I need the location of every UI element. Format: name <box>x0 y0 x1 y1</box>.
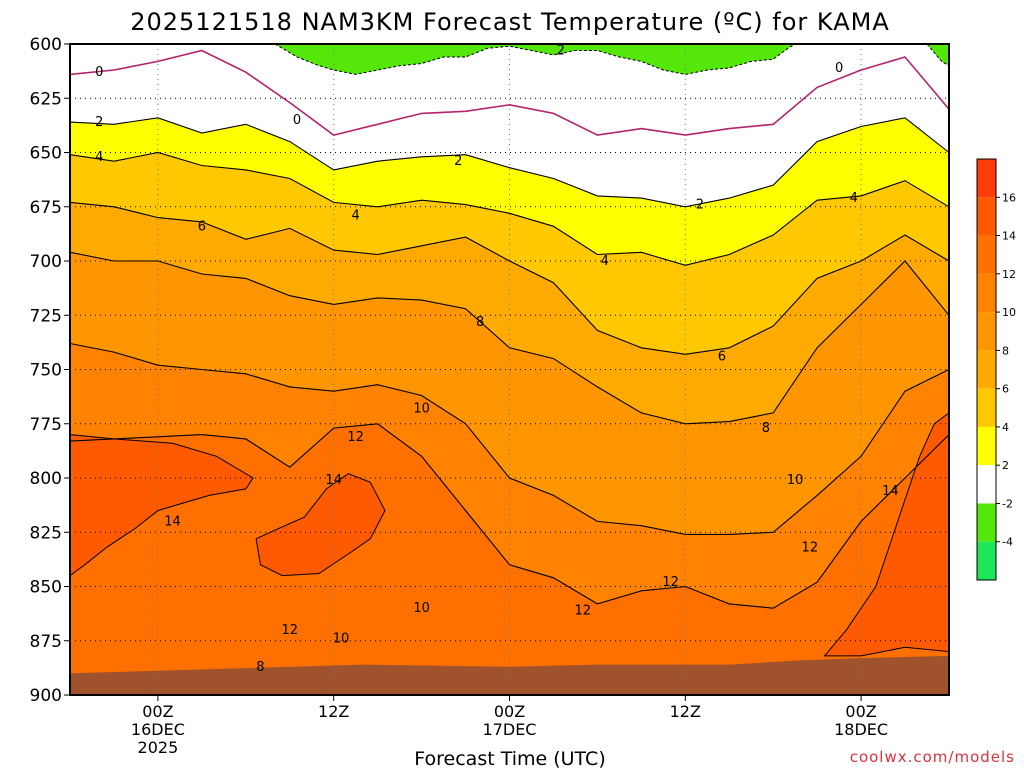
y-tick-label: 875 <box>30 632 62 652</box>
x-tick-label: 00Z <box>142 702 173 721</box>
colorbar-label: 14 <box>1002 230 1016 243</box>
contour-label: 14 <box>164 514 181 529</box>
x-tick-label: 18DEC <box>834 720 888 739</box>
contour-label: 2 <box>557 44 565 59</box>
x-axis-label: Forecast Time (UTC) <box>414 748 605 768</box>
warm-core-0 <box>69 434 254 577</box>
contour-label: 14 <box>325 473 342 488</box>
colorbar: 16 14 12 10 8 6 4 2 -2 -4 <box>976 158 1016 581</box>
x-tick-label: 00Z <box>494 702 525 721</box>
colorbar-swatch <box>977 350 996 389</box>
contour-label: 10 <box>333 632 350 647</box>
colorbar-swatch <box>977 426 996 466</box>
contour-label: 12 <box>662 575 679 590</box>
colorbar-label: 4 <box>1002 421 1009 434</box>
contour-lines <box>69 49 950 609</box>
contour-label: 2 <box>95 115 103 130</box>
y-tick-label: 600 <box>30 35 62 55</box>
contour-label: 10 <box>787 473 804 488</box>
warm-core-1 <box>255 473 386 577</box>
colorbar-swatch <box>977 503 996 542</box>
warm-core-2 <box>823 411 950 657</box>
colorbar-frame <box>976 158 997 581</box>
colorbar-label: 10 <box>1002 306 1016 319</box>
x-tick-label: 00Z <box>845 702 876 721</box>
y-tick-label: 700 <box>30 252 62 272</box>
colorbar-swatch <box>977 388 996 427</box>
contour-label: 12 <box>281 623 298 638</box>
contour-label: 4 <box>850 191 858 206</box>
contour-label: 0 <box>95 65 103 80</box>
chart-title: 2025121518 NAM3KM Forecast Temperature (… <box>130 8 890 36</box>
contour-line-10 <box>69 342 950 535</box>
y-tick-label: 900 <box>30 686 62 706</box>
contour-label: 4 <box>601 254 609 269</box>
surface-terrain <box>70 655 949 695</box>
colorbar-label: -4 <box>1002 536 1013 549</box>
colorbar-label: 6 <box>1002 383 1009 396</box>
contour-label: 8 <box>256 660 264 675</box>
colorbar-swatch <box>977 197 996 236</box>
contour-label: 10 <box>413 402 430 417</box>
colorbar-swatch <box>977 541 996 580</box>
contour-line-4 <box>69 151 950 266</box>
colorbar-label: 8 <box>1002 344 1009 357</box>
contour-line-8 <box>69 251 950 425</box>
y-tick-label: 850 <box>30 578 62 598</box>
y-tick-label: 775 <box>30 415 62 435</box>
plot-area <box>69 43 950 695</box>
y-axis: 600 625 650 675 700 725 750 775 800 825 850 875 900 <box>30 35 70 706</box>
colorbar-swatch <box>977 159 996 198</box>
contour-label: 8 <box>476 315 484 330</box>
x-tick-label: 12Z <box>670 702 701 721</box>
colorbar-label: 12 <box>1002 268 1016 281</box>
colorbar-swatch <box>977 312 996 351</box>
colorbar-swatch <box>977 465 996 504</box>
contour-labels: 0 0 0 2 2 2 2 4 4 4 4 6 6 8 8 8 10 10 10 10 12 12 12 12 12 14 14 14 <box>95 44 899 675</box>
contour-line-0 <box>69 49 950 136</box>
credit-text: coolwx.com/models <box>850 748 1015 766</box>
y-tick-label: 750 <box>30 361 62 381</box>
contour-label: 14 <box>882 484 899 499</box>
contour-label: 2 <box>454 154 462 169</box>
contour-label: 2 <box>696 198 704 213</box>
y-tick-label: 625 <box>30 89 62 109</box>
cold-region-top <box>273 43 798 75</box>
contour-label: 12 <box>802 540 819 555</box>
contour-label: 4 <box>95 150 103 165</box>
colorbar-swatch <box>977 235 996 274</box>
contour-label: 6 <box>198 219 206 234</box>
colorbar-swatch <box>977 273 996 313</box>
colorbar-label: -2 <box>1002 497 1013 510</box>
colorbar-label: 2 <box>1002 459 1009 472</box>
contour-line-2 <box>69 117 950 208</box>
contour-label: 12 <box>347 430 364 445</box>
x-tick-label: 2025 <box>138 738 179 757</box>
x-tick-label: 16DEC <box>131 720 185 739</box>
y-tick-label: 650 <box>30 144 62 164</box>
y-tick-label: 800 <box>30 469 62 489</box>
y-tick-label: 825 <box>30 523 62 543</box>
y-tick-label: 675 <box>30 198 62 218</box>
contour-label: 10 <box>413 601 430 616</box>
x-tick-label: 12Z <box>318 702 349 721</box>
contour-label: 6 <box>718 349 726 364</box>
contour-label: 0 <box>835 61 843 76</box>
contour-line-6 <box>69 201 950 355</box>
y-tick-label: 725 <box>30 306 62 326</box>
gridlines <box>70 44 949 695</box>
contour-label: 0 <box>293 113 301 128</box>
contour-label: 12 <box>574 603 591 618</box>
contour-line-12 <box>69 423 950 609</box>
colorbar-label: 16 <box>1002 191 1016 204</box>
x-tick-label: 17DEC <box>483 720 537 739</box>
contour-label: 4 <box>352 208 360 223</box>
contour-label: 8 <box>762 421 770 436</box>
